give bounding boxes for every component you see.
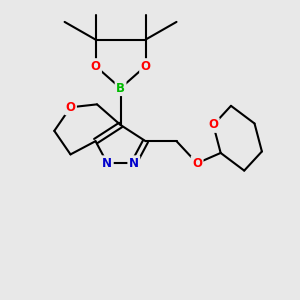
Text: N: N xyxy=(129,157,139,170)
Text: O: O xyxy=(91,60,100,73)
Text: O: O xyxy=(192,157,202,170)
Text: O: O xyxy=(208,118,218,131)
Text: B: B xyxy=(116,82,125,95)
Text: O: O xyxy=(141,60,151,73)
Text: O: O xyxy=(65,101,76,114)
Text: N: N xyxy=(102,157,112,170)
